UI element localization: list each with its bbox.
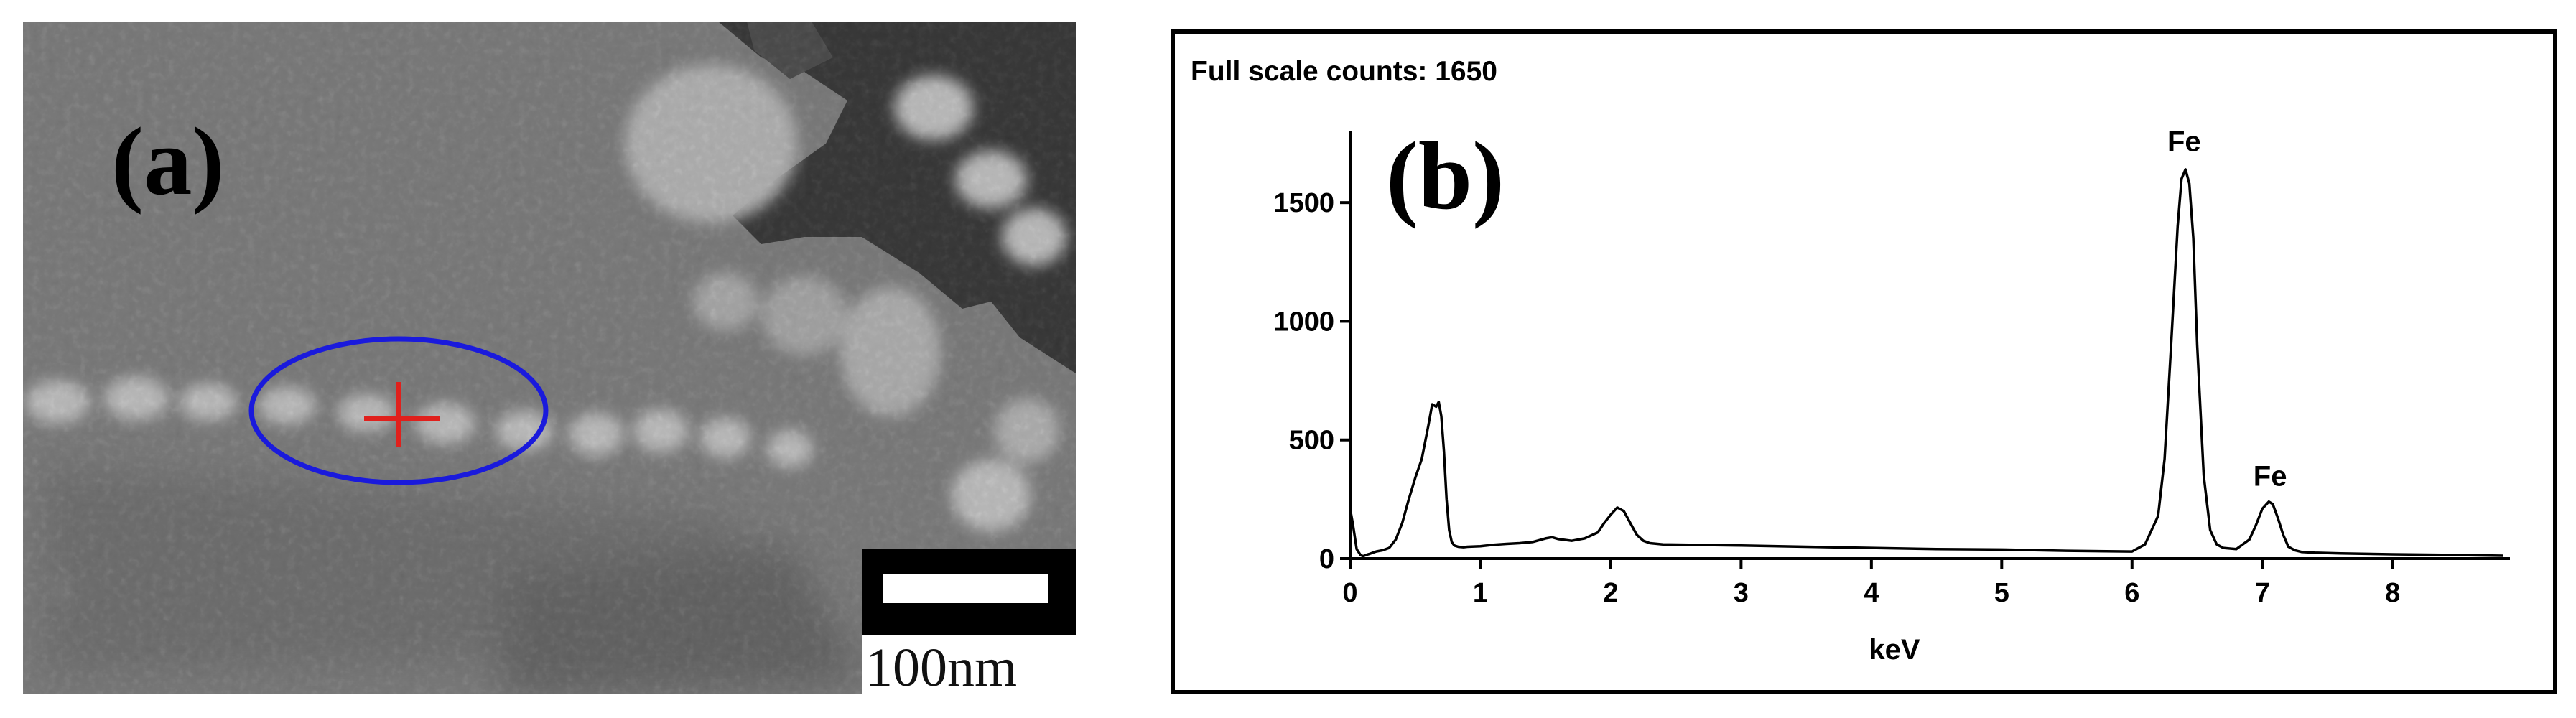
x-tick-label: 6 bbox=[2124, 578, 2139, 608]
panel-b-label: (b) bbox=[1386, 123, 1505, 230]
scale-bar bbox=[862, 549, 1076, 694]
peak-annotations: Fe Fe bbox=[2167, 126, 2287, 493]
eds-spectrum-panel: Full scale counts: 1650 (b) 050010001500… bbox=[1171, 29, 2557, 694]
chart-plot: 0 500 1000 1500 0 1 2 3 4 5 6 7 8 Fe Fe keV bbox=[1273, 126, 2510, 666]
y-tick-label: 0 bbox=[1319, 544, 1334, 574]
sem-image-panel: 100nm (a) bbox=[23, 22, 1076, 698]
peak-label-fe: Fe bbox=[2167, 126, 2201, 158]
x-tick-label: 2 bbox=[1603, 578, 1618, 608]
spectrum-line bbox=[1349, 168, 2503, 558]
spot-marker-cross bbox=[364, 382, 440, 447]
y-ticks: 0 500 1000 1500 bbox=[1273, 188, 1350, 574]
x-tick-label: 0 bbox=[1342, 578, 1357, 608]
peak-label-fe: Fe bbox=[2254, 461, 2287, 493]
x-tick-label: 5 bbox=[1994, 578, 2009, 608]
y-tick-label: 1500 bbox=[1273, 188, 1334, 218]
x-ticks: 0 1 2 3 4 5 6 7 8 bbox=[1342, 559, 2400, 608]
x-axis-label: keV bbox=[1869, 634, 1920, 666]
panel-a-label: (a) bbox=[111, 108, 224, 215]
y-tick-label: 500 bbox=[1289, 426, 1334, 456]
full-scale-counts-label: Full scale counts: 1650 bbox=[1191, 56, 1497, 87]
x-tick-label: 8 bbox=[2385, 578, 2400, 608]
spectrum-frame bbox=[1171, 29, 2557, 694]
x-tick-label: 7 bbox=[2255, 578, 2270, 608]
x-tick-label: 1 bbox=[1473, 578, 1488, 608]
analysis-region-ellipse bbox=[248, 336, 549, 485]
scale-bar-label: 100nm bbox=[865, 638, 1017, 698]
y-tick-label: 1000 bbox=[1273, 307, 1334, 337]
x-tick-label: 4 bbox=[1864, 578, 1879, 608]
x-tick-label: 3 bbox=[1734, 578, 1749, 608]
